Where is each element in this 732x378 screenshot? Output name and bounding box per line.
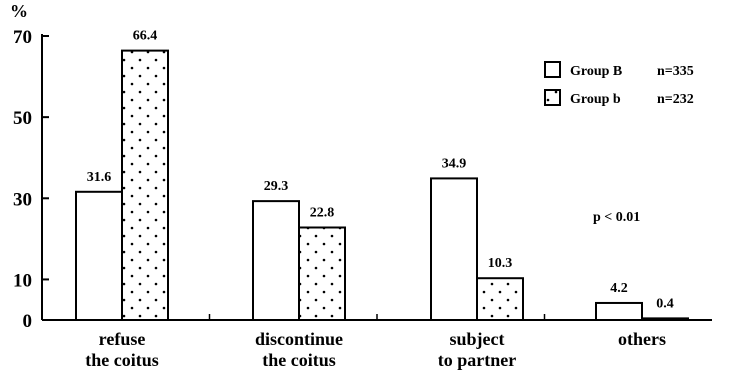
- bar-group-B: [595, 301, 643, 321]
- data-label: 66.4: [133, 29, 158, 44]
- data-labels: 31.6 66.4 29.3 22.8 34.9 10.3 4.2 0.4 p < 0.01: [87, 29, 674, 312]
- data-label: 34.9: [442, 156, 467, 171]
- x-tick-label: refuse: [99, 329, 146, 349]
- data-label: 4.2: [610, 281, 628, 296]
- data-label: 10.3: [488, 256, 513, 271]
- data-label: 29.3: [264, 179, 289, 194]
- legend-swatch: [544, 61, 561, 78]
- bar-group-b: [641, 317, 689, 321]
- data-label: 22.8: [310, 205, 335, 220]
- data-label: 0.4: [656, 296, 674, 311]
- y-axis-label: %: [10, 1, 28, 21]
- x-tick-label: the coitus: [85, 350, 159, 370]
- bar-group-B: [75, 190, 123, 321]
- legend: Group B n=335 Group b n=232: [544, 61, 694, 107]
- bar-group-B: [430, 177, 478, 321]
- legend-label: Group b: [570, 92, 621, 107]
- bar-group-b: [121, 49, 169, 321]
- y-tick-label: 10: [13, 270, 32, 291]
- x-tick-label: subject: [450, 329, 505, 349]
- bar-group-b: [476, 277, 524, 321]
- x-tick-label: the coitus: [262, 350, 336, 370]
- y-tick-label: 0: [23, 311, 33, 332]
- data-label: 31.6: [87, 170, 112, 185]
- legend-n: n=232: [657, 92, 694, 107]
- legend-label: Group B: [570, 64, 622, 79]
- x-tick-label: to partner: [438, 350, 516, 370]
- y-tick-label: 30: [13, 189, 32, 210]
- x-tick-label: discontinue: [255, 329, 343, 349]
- y-tick-label: 50: [13, 108, 32, 129]
- x-tick-label: others: [618, 329, 666, 349]
- bars: [75, 49, 689, 321]
- y-tick-label: 70: [13, 27, 32, 48]
- bar-group-B: [252, 200, 300, 321]
- bar-group-b: [298, 226, 346, 321]
- legend-swatch: [544, 89, 561, 106]
- legend-n: n=335: [657, 64, 694, 79]
- p-value-annotation: p < 0.01: [593, 210, 640, 225]
